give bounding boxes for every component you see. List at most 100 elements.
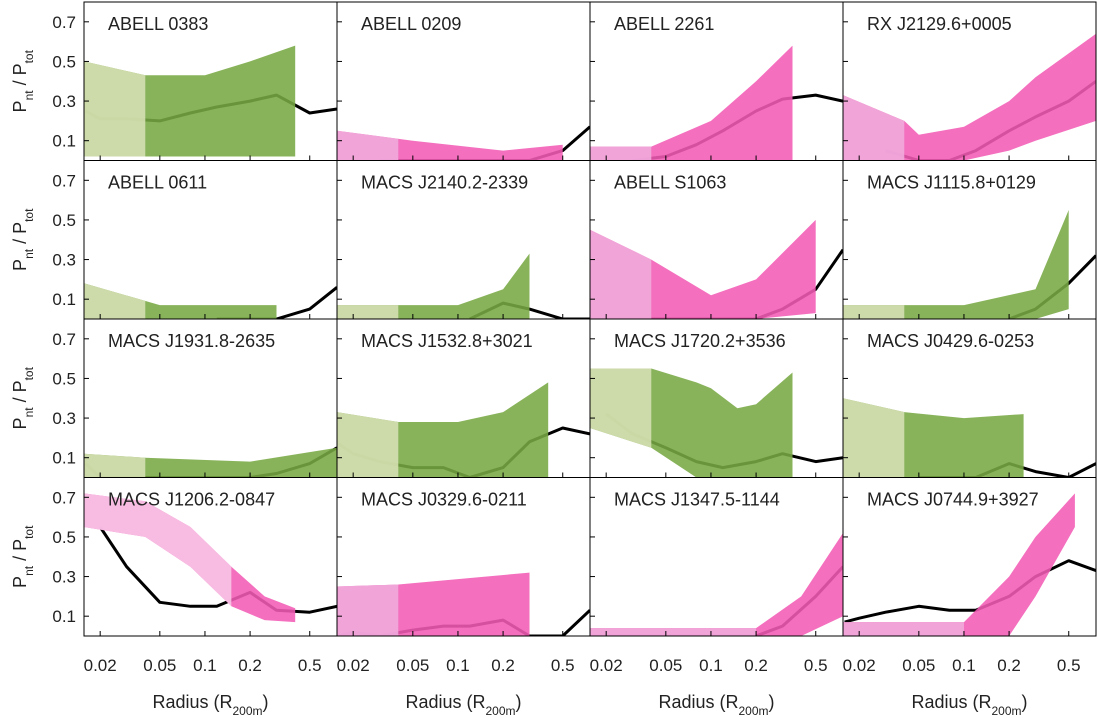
band-light-clip — [590, 368, 652, 448]
panel-title: MACS J0744.9+3927 — [867, 490, 1039, 510]
y-axis-label: Pnt / Ptot — [10, 208, 36, 271]
band — [843, 493, 1075, 636]
band — [590, 45, 793, 161]
profile-line — [216, 286, 337, 319]
band — [843, 210, 1069, 319]
y-axis-label-part: / P — [10, 63, 30, 90]
panel — [590, 219, 843, 319]
y-axis-label-part: tot — [22, 525, 36, 539]
band-light — [590, 628, 757, 636]
x-tick-label: 0.02 — [337, 656, 370, 675]
x-axis-label: Radius (R200m) — [405, 692, 521, 718]
panel-title: MACS J2140.2-2339 — [361, 173, 528, 193]
x-tick-label: 0.1 — [446, 656, 470, 675]
y-axis-label-part: P — [10, 259, 30, 271]
x-tick-label: 0.1 — [952, 656, 976, 675]
band — [337, 253, 530, 319]
band-light — [337, 305, 399, 319]
band-light-clip — [337, 305, 399, 319]
panel-title: MACS J0429.6-0253 — [867, 331, 1034, 351]
panel — [337, 125, 590, 161]
band-light-clip — [337, 130, 399, 161]
y-axis-label-part: P — [10, 576, 30, 588]
x-axis-label-part: 200m — [233, 704, 263, 718]
y-tick-label: 0.7 — [52, 13, 76, 32]
panel — [84, 283, 337, 319]
x-tick-label: 0.5 — [1057, 656, 1081, 675]
band-light-clip — [843, 398, 905, 478]
band-light-clip — [590, 146, 652, 161]
panel-title: ABELL 0383 — [108, 14, 208, 34]
profile-line — [98, 526, 337, 614]
y-axis-label-part: nt — [22, 565, 36, 576]
y-tick-label: 0.3 — [52, 92, 76, 111]
panel — [337, 572, 590, 636]
panel-title: MACS J1532.8+3021 — [361, 331, 533, 351]
y-axis-label-part: / P — [10, 222, 30, 249]
band-light-clip — [337, 412, 399, 478]
panel — [84, 45, 337, 157]
panel-title: MACS J1347.5-1144 — [614, 490, 780, 510]
x-tick-label: 0.05 — [649, 656, 682, 675]
x-axis-label-part: Radius (R — [911, 692, 991, 712]
band-light-clip — [84, 493, 232, 607]
band-light — [337, 130, 399, 161]
band-light — [337, 412, 399, 478]
y-axis-label-part: / P — [10, 539, 30, 566]
y-tick-label: 0.3 — [52, 568, 76, 587]
x-tick-label: 0.02 — [843, 656, 876, 675]
panel-title: ABELL 0209 — [361, 14, 461, 34]
y-axis-label: Pnt / Ptot — [10, 49, 36, 112]
panel-title: ABELL S1063 — [614, 173, 726, 193]
y-axis-label-part: tot — [22, 366, 36, 380]
panel — [843, 210, 1096, 319]
panel-title: MACS J0329.6-0211 — [361, 490, 527, 510]
profile-line — [844, 559, 1096, 624]
panel — [590, 533, 843, 636]
panel — [337, 382, 590, 478]
y-axis-label-part: tot — [22, 208, 36, 222]
panel — [843, 33, 1096, 161]
x-axis-label-part: ) — [516, 692, 522, 712]
x-tick-label: 0.05 — [902, 656, 935, 675]
x-tick-label: 0.5 — [804, 656, 828, 675]
x-axis-label: Radius (R200m) — [911, 692, 1027, 718]
y-tick-label: 0.1 — [52, 132, 76, 151]
x-tick-label: 0.02 — [84, 656, 117, 675]
band-light — [843, 622, 964, 636]
y-tick-label: 0.1 — [52, 449, 76, 468]
band-light-clip — [590, 628, 757, 636]
x-tick-label: 0.1 — [699, 656, 723, 675]
y-tick-label: 0.1 — [52, 607, 76, 626]
x-axis-label-part: 200m — [739, 704, 769, 718]
band-light — [590, 229, 652, 319]
y-axis-label-part: / P — [10, 380, 30, 407]
band-light-clip — [590, 229, 652, 319]
x-tick-label: 0.2 — [744, 656, 768, 675]
band-light — [843, 95, 905, 161]
x-axis-label-part: 200m — [992, 704, 1022, 718]
y-tick-label: 0.3 — [52, 409, 76, 428]
panel-title: MACS J1115.8+0129 — [867, 173, 1036, 193]
y-axis-label-part: nt — [22, 248, 36, 259]
band-light-clip — [843, 305, 905, 319]
panel — [84, 446, 337, 478]
band — [84, 447, 337, 478]
panel — [590, 45, 843, 161]
x-tick-label: 0.2 — [238, 656, 262, 675]
band-light — [84, 493, 232, 607]
band — [843, 33, 1096, 161]
panel — [843, 493, 1096, 636]
y-tick-label: 0.1 — [52, 290, 76, 309]
panel — [337, 253, 590, 319]
band — [590, 533, 843, 636]
x-tick-label: 0.02 — [590, 656, 623, 675]
x-axis-label-part: ) — [1022, 692, 1028, 712]
y-axis-label-part: P — [10, 100, 30, 112]
x-tick-label: 0.5 — [551, 656, 575, 675]
y-axis-label-part: tot — [22, 49, 36, 63]
y-tick-label: 0.5 — [52, 369, 76, 388]
band-light — [84, 283, 146, 319]
x-axis-label-part: ) — [263, 692, 269, 712]
